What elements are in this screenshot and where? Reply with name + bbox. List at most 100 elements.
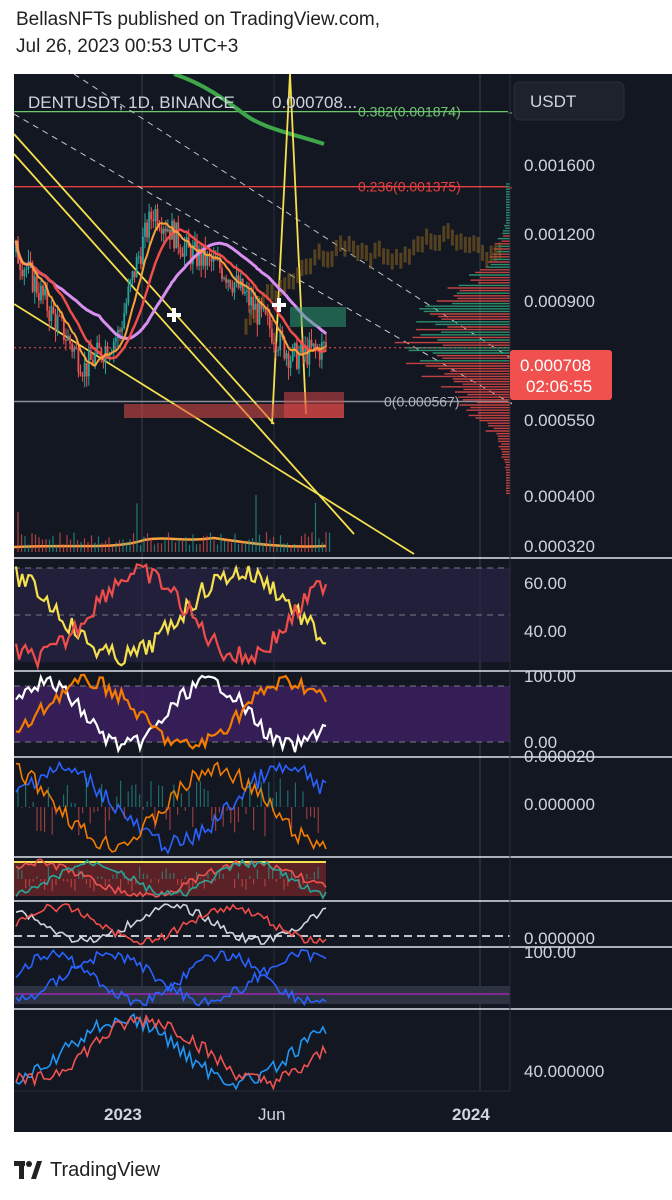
fib-label-2: 0.236(0.001375) — [358, 179, 461, 195]
fib-label-3: 0(0.000567) — [384, 394, 460, 410]
symbol-legend[interactable]: DENTUSDT, 1D, BINANCE — [28, 93, 235, 112]
y-tick-pane7-0: 40.000000 — [524, 1062, 604, 1081]
y-tick-pane1-1: 40.00 — [524, 622, 567, 641]
rsi-pane — [14, 563, 510, 671]
candle-body-89 — [200, 248, 203, 266]
candle-body-30 — [77, 348, 80, 372]
cross-marker-1 — [272, 298, 286, 312]
momentum-pane — [14, 946, 672, 1007]
volume-delta-pane — [14, 856, 672, 900]
y-tick-main-0: 0.001600 — [524, 156, 595, 175]
candle-body-59 — [137, 256, 140, 258]
momentum-band — [14, 986, 510, 1004]
chart-canvas[interactable]: 0.5(0.002278)-0.382(0.001874)-0.236(0.00… — [14, 74, 672, 1132]
momentum-pane-series-0 — [15, 949, 327, 1007]
candle-body-38 — [94, 353, 96, 366]
dmi-pane-series-0 — [15, 1013, 327, 1091]
candle-body-57 — [133, 271, 136, 278]
fib-label-1: 0.382(0.001874) — [358, 104, 461, 120]
currency-button[interactable]: USDT — [513, 81, 625, 121]
macd-pane-series-1 — [15, 761, 327, 853]
dmi-pane-series-1 — [15, 1013, 327, 1091]
candle-body-42 — [102, 358, 105, 363]
candle-body-29 — [75, 347, 78, 349]
publish-header: BellasNFTs published on TradingView.com,… — [16, 6, 656, 60]
candle-body-25 — [67, 335, 69, 341]
oscillator-pane-series-1 — [15, 903, 327, 946]
macd-pane — [14, 756, 672, 855]
candle-body-61 — [142, 236, 144, 264]
candle-body-139 — [304, 345, 307, 354]
current-price-label: 0.000708 — [520, 356, 591, 375]
candle-body-63 — [146, 222, 148, 238]
candle-body-90 — [202, 246, 205, 266]
price-pane[interactable]: 0.5(0.002278)-0.382(0.001874)-0.236(0.00… — [14, 74, 672, 559]
chart-area[interactable]: 0.5(0.002278)-0.382(0.001874)-0.236(0.00… — [14, 74, 672, 1132]
candle-body-5 — [25, 268, 28, 270]
candle-body-3 — [21, 269, 24, 277]
volume-ma-line — [14, 536, 327, 549]
candle-body-144 — [314, 343, 317, 348]
candle-body-66 — [152, 219, 155, 221]
candle-body-135 — [295, 343, 298, 369]
stoch-pane-series-0 — [15, 673, 327, 754]
volume-delta-pane-series-0 — [15, 858, 327, 898]
yellow-trendline-0 — [14, 133, 275, 425]
indicator-panes[interactable] — [14, 563, 672, 1091]
countdown-label: 02:06:55 — [526, 377, 592, 396]
candle-body-8 — [31, 263, 34, 292]
candle-body-9 — [33, 276, 36, 292]
candle-body-126 — [277, 350, 280, 352]
ma-200-line — [173, 74, 325, 146]
candle-body-47 — [112, 341, 115, 353]
y-tick-pane5-0: 0.000000 — [524, 929, 595, 948]
current-price-tag: 0.000708 02:06:55 — [510, 350, 612, 400]
candle-body-125 — [275, 344, 277, 351]
candle-body-54 — [127, 286, 130, 304]
candle-body-109 — [241, 278, 244, 294]
legend-price: 0.000708... — [272, 93, 357, 112]
candle-body-70 — [160, 228, 163, 234]
candle-body-33 — [83, 363, 86, 377]
candle-body-120 — [264, 308, 267, 315]
candle-body-14 — [44, 288, 47, 296]
candle-body-119 — [262, 308, 265, 310]
tradingview-logo-icon — [14, 1160, 42, 1180]
candle-body-2 — [19, 263, 22, 270]
rsi-pane-series-0 — [14, 564, 327, 667]
candle-body-15 — [46, 288, 49, 311]
candle-body-102 — [227, 280, 230, 283]
currency-button-label[interactable]: USDT — [530, 92, 576, 111]
candle-body-113 — [250, 296, 253, 306]
candle-body-137 — [300, 342, 302, 353]
supply-zone-0 — [290, 307, 346, 327]
candle-body-138 — [302, 342, 305, 354]
candle-body-55 — [129, 279, 132, 287]
candle-body-37 — [92, 359, 94, 366]
candle-body-84 — [189, 247, 192, 265]
candle-body-92 — [206, 253, 209, 266]
demand-zone-1 — [284, 392, 344, 418]
candle-body-95 — [212, 257, 215, 262]
candle-body-20 — [56, 315, 59, 331]
candle-body-53 — [125, 303, 128, 314]
candle-body-105 — [233, 282, 236, 293]
candle-body-136 — [298, 352, 300, 369]
footer-brand[interactable]: TradingView — [14, 1150, 160, 1190]
candle-body-86 — [194, 242, 196, 247]
candle-body-81 — [183, 245, 186, 257]
candle-body-17 — [50, 306, 53, 322]
time-scale[interactable]: 2023 Jun 2024 — [14, 1090, 510, 1124]
candle-body-80 — [181, 253, 184, 257]
stoch-band — [14, 686, 510, 742]
candle-body-88 — [198, 248, 200, 266]
candle-body-133 — [291, 346, 294, 361]
y-tick-pane6-0: 100.00 — [524, 943, 576, 962]
candle-body-124 — [273, 342, 275, 345]
candle-body-78 — [177, 222, 180, 248]
candle-body-112 — [248, 290, 250, 306]
price-scale[interactable]: 0.001600 0.001200 0.000900 0.000550 0.000400… — [509, 74, 604, 1091]
candle-body-140 — [306, 345, 309, 365]
y-tick-pane2-0: 100.00 — [524, 667, 576, 686]
macd-pane-series-0 — [15, 760, 327, 855]
